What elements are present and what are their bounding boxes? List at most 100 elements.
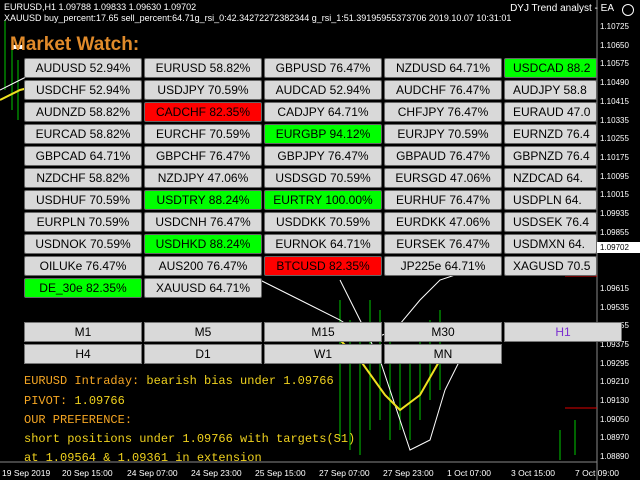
pair-button-gbpusd[interactable]: GBPUSD 76.47%	[264, 58, 382, 78]
pair-button-usdtry[interactable]: USDTRY 88.24%	[144, 190, 262, 210]
timeframe-button-h4[interactable]: H4	[24, 344, 142, 364]
pair-button-usdmxn[interactable]: USDMXN 64.	[504, 234, 597, 254]
pair-button-nzdjpy[interactable]: NZDJPY 47.06%	[144, 168, 262, 188]
console-line-2: PIVOT: 1.09766	[24, 394, 125, 408]
date-tick-label: 19 Sep 2019	[2, 468, 51, 478]
timeframe-button-w1[interactable]: W1	[264, 344, 382, 364]
pair-button-gbpaud[interactable]: GBPAUD 76.47%	[384, 146, 502, 166]
price-tick-label: 1.09050	[600, 414, 629, 424]
price-tick-label: 1.10575	[600, 59, 629, 69]
pair-button-nzdcad[interactable]: NZDCAD 64.	[504, 168, 597, 188]
date-tick-label: 27 Sep 23:00	[383, 468, 434, 478]
pair-button-usdhuf[interactable]: USDHUF 70.59%	[24, 190, 142, 210]
timeframe-button-m5[interactable]: M5	[144, 322, 262, 342]
price-tick-label: 1.10335	[600, 115, 629, 125]
date-tick-label: 1 Oct 07:00	[447, 468, 491, 478]
pair-button-usdcnh[interactable]: USDCNH 76.47%	[144, 212, 262, 232]
pair-button-audchf[interactable]: AUDCHF 76.47%	[384, 80, 502, 100]
pair-button-audcad[interactable]: AUDCAD 52.94%	[264, 80, 382, 100]
price-tick-label: 1.10095	[600, 171, 629, 181]
chart-symbol-line: EURUSD,H1 1.09788 1.09833 1.09630 1.0970…	[4, 2, 197, 12]
pair-button-aus200[interactable]: AUS200 76.47%	[144, 256, 262, 276]
pivot-label: PIVOT:	[24, 394, 68, 408]
pair-button-btcusd[interactable]: BTCUSD 82.35%	[264, 256, 382, 276]
date-tick-label: 3 Oct 15:00	[511, 468, 555, 478]
pair-button-eurhuf[interactable]: EURHUF 76.47%	[384, 190, 502, 210]
pair-button-eurpln[interactable]: EURPLN 70.59%	[24, 212, 142, 232]
ea-smiley-icon	[622, 4, 634, 16]
pair-button-de_30e[interactable]: DE_30e 82.35%	[24, 278, 142, 298]
pair-button-audnzd[interactable]: AUDNZD 58.82%	[24, 102, 142, 122]
pair-button-eursgd[interactable]: EURSGD 47.06%	[384, 168, 502, 188]
current-price-label: 1.09702	[597, 242, 640, 253]
timeframe-button-mn[interactable]: MN	[384, 344, 502, 364]
pair-button-cadjpy[interactable]: CADJPY 64.71%	[264, 102, 382, 122]
preference-text: short positions under 1.09766 with targe…	[24, 432, 356, 446]
price-tick-label: 1.09295	[600, 358, 629, 368]
pair-button-eurchf[interactable]: EURCHF 70.59%	[144, 124, 262, 144]
timeframe-button-d1[interactable]: D1	[144, 344, 262, 364]
date-tick-label: 20 Sep 15:00	[62, 468, 113, 478]
console-line-1: EURUSD Intraday: bearish bias under 1.09…	[24, 374, 334, 388]
date-tick-label: 24 Sep 07:00	[127, 468, 178, 478]
pair-button-eurdkk[interactable]: EURDKK 47.06%	[384, 212, 502, 232]
price-tick-label: 1.10175	[600, 152, 629, 162]
price-tick-label: 1.10650	[600, 40, 629, 50]
intraday-label: EURUSD Intraday:	[24, 374, 140, 388]
pair-button-gbpnzd[interactable]: GBPNZD 76.4	[504, 146, 597, 166]
pair-button-eurgbp[interactable]: EURGBP 94.12%	[264, 124, 382, 144]
pair-button-gbpcad[interactable]: GBPCAD 64.71%	[24, 146, 142, 166]
pair-button-gbpchf[interactable]: GBPCHF 76.47%	[144, 146, 262, 166]
chart-info-line: XAUUSD buy_percent:17.65 sell_percent:64…	[4, 13, 512, 23]
pair-button-eurusd[interactable]: EURUSD 58.82%	[144, 58, 262, 78]
pair-button-usdjpy[interactable]: USDJPY 70.59%	[144, 80, 262, 100]
timeframe-button-m1[interactable]: M1	[24, 322, 142, 342]
pair-button-usdhkd[interactable]: USDHKD 88.24%	[144, 234, 262, 254]
timeframe-button-h1[interactable]: H1	[504, 322, 622, 342]
price-tick-label: 1.09615	[600, 283, 629, 293]
pair-button-usdchf[interactable]: USDCHF 52.94%	[24, 80, 142, 100]
pair-button-nzdusd[interactable]: NZDUSD 64.71%	[384, 58, 502, 78]
pair-button-eurjpy[interactable]: EURJPY 70.59%	[384, 124, 502, 144]
pair-button-usdsek[interactable]: USDSEK 76.4	[504, 212, 597, 232]
pair-button-xauusd[interactable]: XAUUSD 64.71%	[144, 278, 262, 298]
pair-button-xagusd[interactable]: XAGUSD 70.5	[504, 256, 597, 276]
price-tick-label: 1.08890	[600, 452, 629, 462]
timeframe-button-m30[interactable]: M30	[384, 322, 502, 342]
pair-button-euraud[interactable]: EURAUD 47.0	[504, 102, 597, 122]
preference-extension: at 1.09564 & 1.09361 in extension	[24, 451, 262, 465]
price-tick-label: 1.10725	[600, 22, 629, 31]
preference-label: OUR PREFERENCE:	[24, 413, 133, 427]
collapse-icon[interactable]	[12, 45, 23, 49]
pair-button-eurcad[interactable]: EURCAD 58.82%	[24, 124, 142, 144]
pair-button-usdsgd[interactable]: USDSGD 70.59%	[264, 168, 382, 188]
price-tick-label: 1.10015	[600, 190, 629, 200]
price-tick-label: 1.10490	[600, 78, 629, 88]
pair-button-eurnzd[interactable]: EURNZD 76.4	[504, 124, 597, 144]
pair-button-oiluke[interactable]: OILUKe 76.47%	[24, 256, 142, 276]
pair-button-cadchf[interactable]: CADCHF 82.35%	[144, 102, 262, 122]
pair-button-jp225e[interactable]: JP225e 64.71%	[384, 256, 502, 276]
price-tick-label: 1.09535	[600, 302, 629, 312]
market-watch-title: Market Watch:	[10, 34, 140, 55]
pair-button-nzdchf[interactable]: NZDCHF 58.82%	[24, 168, 142, 188]
date-tick-label: 24 Sep 23:00	[191, 468, 242, 478]
pair-button-eurtry[interactable]: EURTRY 100.00%	[264, 190, 382, 210]
intraday-value: bearish bias under 1.09766	[146, 374, 334, 388]
pair-button-eursek[interactable]: EURSEK 76.47%	[384, 234, 502, 254]
pair-button-audusd[interactable]: AUDUSD 52.94%	[24, 58, 142, 78]
pair-button-gbpjpy[interactable]: GBPJPY 76.47%	[264, 146, 382, 166]
pair-button-usdpln[interactable]: USDPLN 64.	[504, 190, 597, 210]
price-tick-label: 1.09935	[600, 209, 629, 218]
pair-button-usddkk[interactable]: USDDKK 70.59%	[264, 212, 382, 232]
pair-button-eurnok[interactable]: EURNOK 64.71%	[264, 234, 382, 254]
price-tick-label: 1.08970	[600, 433, 629, 443]
pair-button-audjpy[interactable]: AUDJPY 58.8	[504, 80, 597, 100]
price-tick-label: 1.10255	[600, 134, 629, 144]
pair-button-chfjpy[interactable]: CHFJPY 76.47%	[384, 102, 502, 122]
date-tick-label: 7 Oct 09:00	[575, 468, 619, 478]
ea-label: DYJ Trend analyst - EA	[510, 3, 614, 14]
pair-button-usdnok[interactable]: USDNOK 70.59%	[24, 234, 142, 254]
timeframe-button-m15[interactable]: M15	[264, 322, 382, 342]
pair-button-usdcad[interactable]: USDCAD 88.2	[504, 58, 597, 78]
